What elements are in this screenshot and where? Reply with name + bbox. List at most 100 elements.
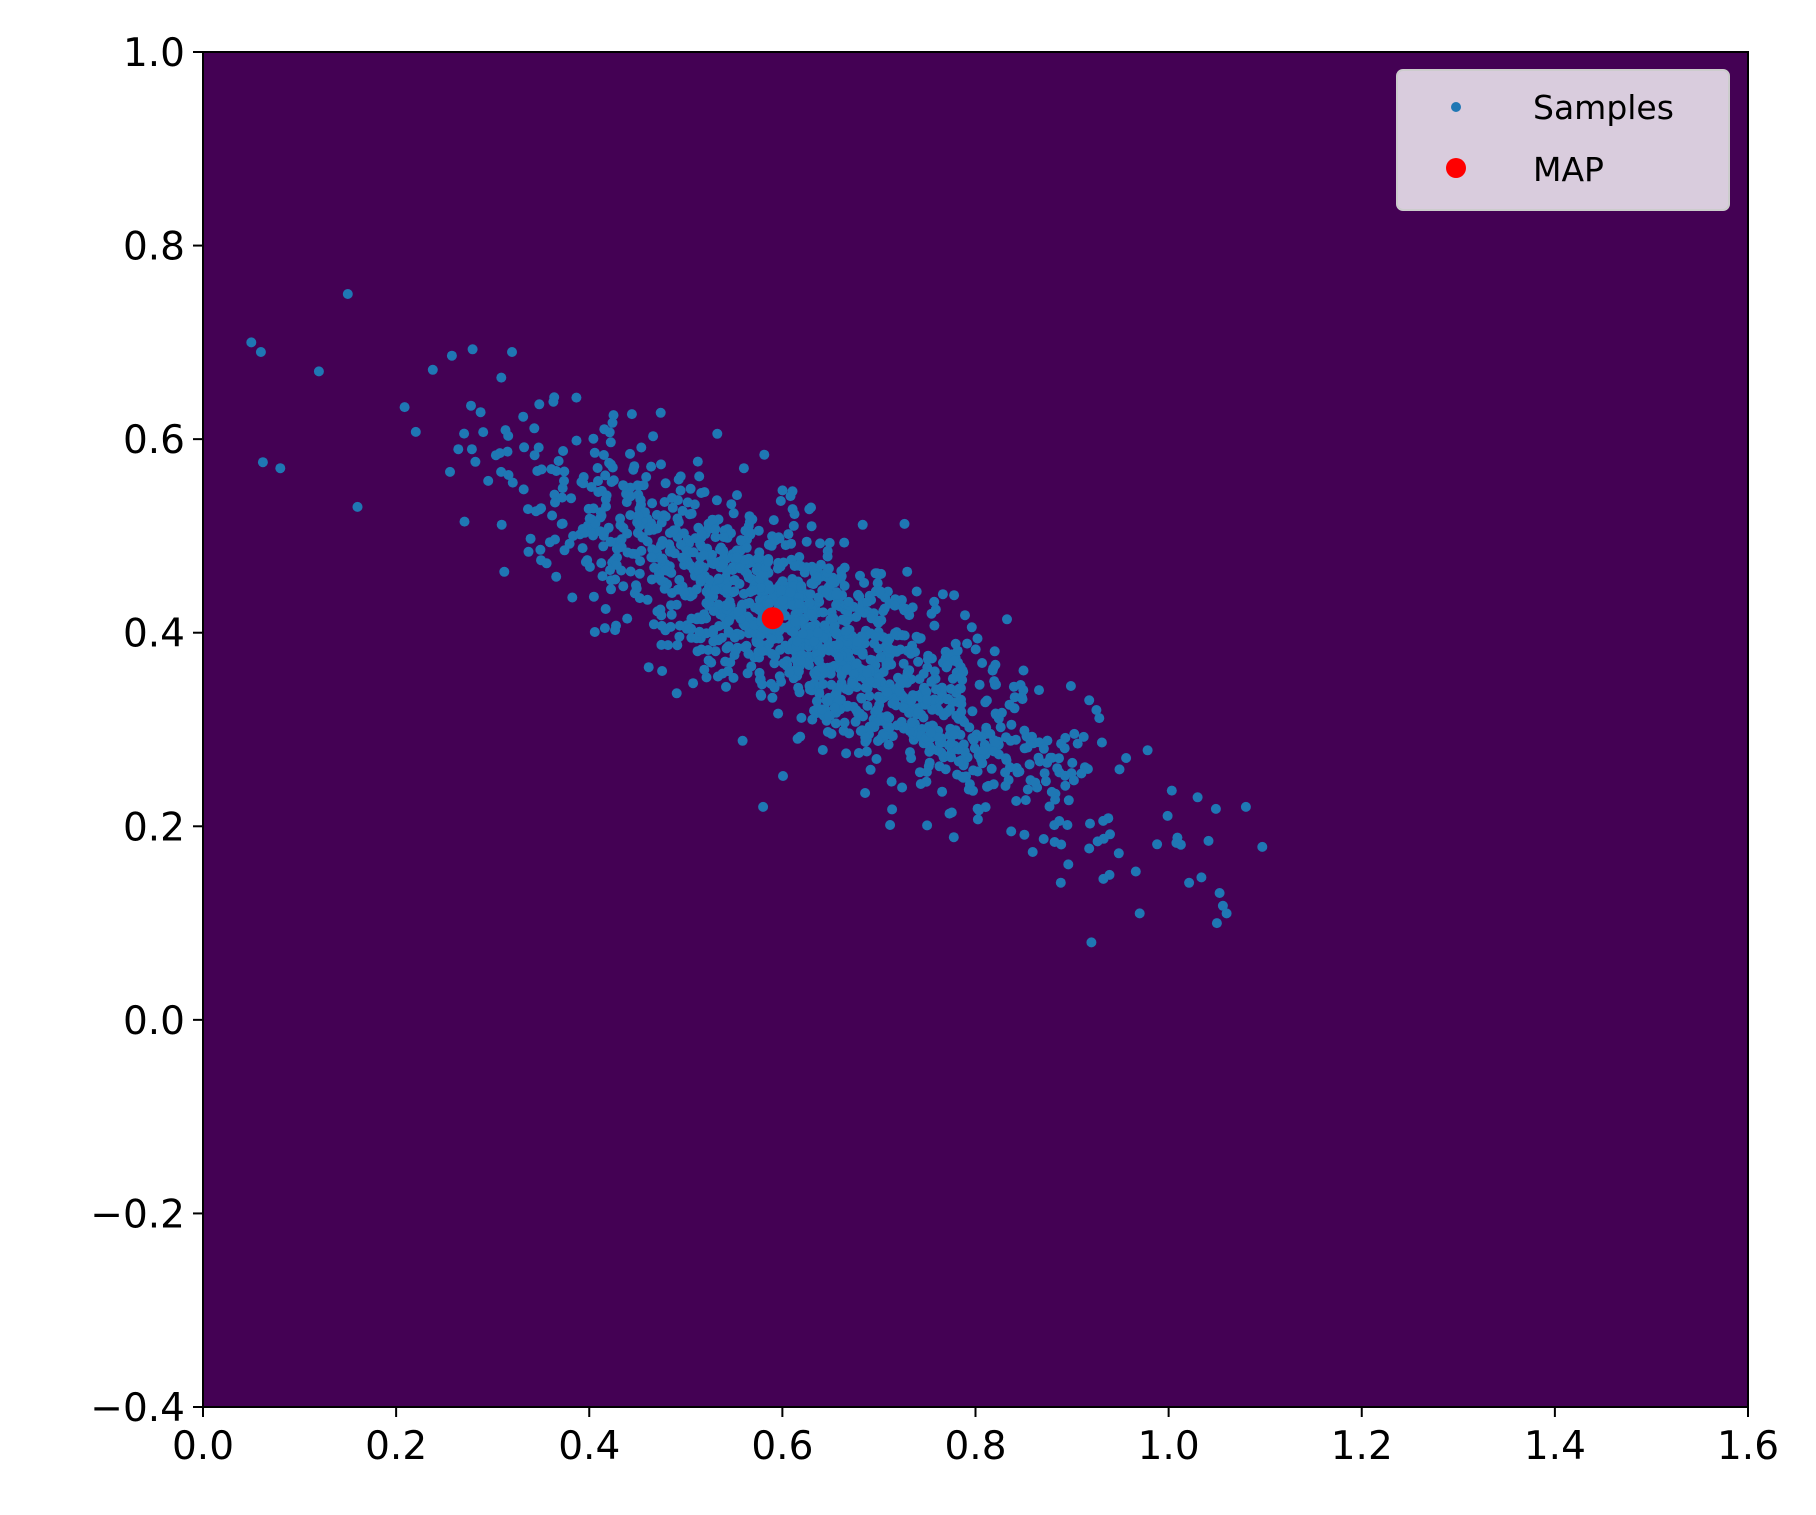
sample-point <box>718 559 729 570</box>
sample-point <box>991 679 1001 690</box>
sample-point <box>1022 784 1033 795</box>
sample-point <box>707 549 717 560</box>
sample-point <box>633 480 644 491</box>
sample-point <box>758 569 769 580</box>
sample-point <box>887 804 898 815</box>
sample-point <box>1056 738 1067 749</box>
sample-point <box>701 672 712 683</box>
sample-point <box>927 704 938 715</box>
sample-point <box>664 539 675 550</box>
sample-point <box>641 472 652 482</box>
sample-point <box>828 612 839 623</box>
sample-point <box>850 716 861 727</box>
sample-point <box>972 803 983 814</box>
sample-point <box>313 366 324 377</box>
sample-point <box>766 634 777 645</box>
sample-point <box>691 584 702 595</box>
sample-point <box>536 555 546 566</box>
sample-point <box>606 584 616 595</box>
sample-point <box>718 532 729 542</box>
sample-point <box>665 621 676 632</box>
sample-point <box>831 600 842 610</box>
sample-point <box>931 684 941 695</box>
sample-point <box>964 779 975 790</box>
x-tick-label: 0.0 <box>172 1424 234 1469</box>
sample-point <box>776 585 787 596</box>
sample-point <box>921 686 932 697</box>
sample-point <box>1134 908 1145 919</box>
sample-point <box>949 655 960 666</box>
sample-point <box>529 423 540 434</box>
sample-point <box>948 832 959 843</box>
sample-point <box>953 756 964 767</box>
sample-point <box>862 700 873 711</box>
sample-point <box>688 678 699 689</box>
sample-point <box>1042 757 1053 768</box>
sample-point <box>643 662 654 673</box>
sample-point <box>710 532 721 543</box>
sample-point <box>352 501 363 512</box>
sample-point <box>839 562 850 573</box>
sample-point <box>1098 833 1109 844</box>
sample-point <box>467 344 478 355</box>
sample-point <box>660 565 671 576</box>
sample-point <box>796 712 807 723</box>
sample-point <box>822 696 833 707</box>
sample-point <box>754 547 765 558</box>
sample-point <box>257 457 268 468</box>
sample-point <box>924 757 935 768</box>
sample-point <box>598 541 609 552</box>
sample-point <box>656 610 667 621</box>
sample-point <box>532 466 543 476</box>
sample-point <box>967 706 978 717</box>
sample-point <box>694 559 705 570</box>
sample-point <box>938 710 949 721</box>
sample-point <box>722 642 733 653</box>
sample-point <box>1010 734 1021 745</box>
sample-point <box>817 745 828 755</box>
sample-point <box>1067 757 1078 768</box>
sample-point <box>872 704 883 715</box>
sample-point <box>778 658 789 669</box>
sample-point <box>813 592 824 603</box>
sample-point <box>942 694 952 705</box>
x-tick-label: 0.6 <box>751 1424 813 1469</box>
sample-point <box>925 727 936 738</box>
sample-point <box>646 552 657 563</box>
sample-point <box>1104 869 1115 880</box>
sample-point <box>600 470 611 481</box>
sample-point <box>733 606 744 617</box>
sample-point <box>1046 786 1057 797</box>
sample-point <box>922 694 932 705</box>
sample-point <box>605 565 615 576</box>
sample-point <box>571 435 582 446</box>
sample-point <box>990 738 1001 749</box>
sample-point <box>625 566 636 577</box>
sample-point <box>776 676 787 687</box>
sample-point <box>954 683 965 694</box>
sample-point <box>985 728 996 739</box>
sample-point <box>769 682 780 693</box>
sample-point <box>1016 692 1027 702</box>
sample-point <box>864 691 875 701</box>
x-axis: 0.0 0.2 0.4 0.6 0.8 1.0 1.2 1.4 1.6 <box>172 1407 1779 1469</box>
sample-point <box>914 767 925 778</box>
sample-point <box>861 746 872 757</box>
sample-point <box>659 497 670 507</box>
y-tick-label: −0.2 <box>90 1192 185 1237</box>
sample-point <box>834 682 844 693</box>
sample-point <box>881 660 892 671</box>
sample-point <box>852 636 863 647</box>
sample-point <box>949 590 960 601</box>
sample-point <box>605 536 616 547</box>
legend: Samples MAP <box>1396 69 1730 211</box>
sample-point <box>593 487 604 497</box>
sample-point <box>666 609 677 620</box>
sample-point <box>955 672 966 683</box>
sample-point <box>1221 908 1232 919</box>
sample-point <box>673 517 684 528</box>
sample-point <box>842 700 853 711</box>
x-tick-label: 1.0 <box>1138 1424 1200 1469</box>
sample-point <box>764 584 775 595</box>
